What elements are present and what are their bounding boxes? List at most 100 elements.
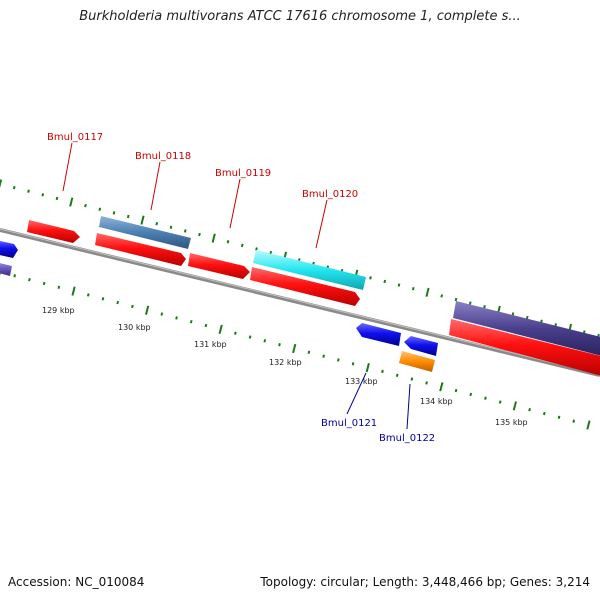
gene-label-leader: [150, 161, 161, 211]
minor-tick: [27, 189, 30, 193]
scale-label: 131 kbp: [194, 340, 227, 349]
major-tick: [292, 343, 297, 354]
minor-tick: [55, 196, 59, 201]
minor-tick: [454, 297, 458, 302]
major-tick: [0, 179, 3, 189]
gene-bar-partial-left-slate[interactable]: [0, 262, 12, 276]
gene-label-bmul-0117[interactable]: Bmul_0117: [47, 132, 103, 143]
gene-label-leader: [62, 142, 73, 192]
minor-tick: [263, 339, 267, 343]
minor-tick: [528, 407, 531, 412]
minor-tick: [255, 247, 258, 251]
minor-tick: [204, 323, 208, 328]
genome-summary: Topology: circular; Length: 3,448,466 bp…: [260, 575, 590, 589]
minor-tick: [498, 400, 502, 404]
gene-label-leader: [346, 372, 367, 415]
major-tick: [140, 215, 145, 225]
gene-arrow-bmul-0119[interactable]: [188, 253, 250, 279]
minor-tick: [269, 250, 273, 255]
accession-label: Accession: NC_010084: [8, 575, 145, 589]
minor-tick: [12, 185, 16, 190]
gene-arrow-right-red[interactable]: [449, 319, 600, 376]
gene-arrow-bmul-0120[interactable]: [250, 267, 360, 306]
scale-label: 133 kbp: [345, 377, 378, 386]
minor-tick: [383, 279, 387, 284]
minor-tick: [234, 331, 237, 335]
minor-tick: [278, 342, 281, 347]
major-tick: [218, 324, 223, 334]
scale-label: 129 kbp: [42, 306, 75, 315]
gene-label-bmul-0122[interactable]: Bmul_0122: [379, 433, 435, 444]
minor-tick: [98, 207, 102, 211]
minor-tick: [183, 229, 187, 233]
gene-bar-right-purple[interactable]: [453, 301, 600, 356]
minor-tick: [101, 297, 105, 301]
minor-tick: [42, 281, 46, 286]
scale-label: 132 kbp: [269, 358, 302, 367]
gene-bar-bmul-0120-cds[interactable]: [253, 250, 366, 290]
gene-label-bmul-0120[interactable]: Bmul_0120: [302, 189, 358, 200]
minor-tick: [469, 392, 473, 397]
minor-tick: [511, 312, 515, 316]
map-title: Burkholderia multivorans ATCC 17616 chro…: [79, 9, 521, 24]
minor-tick: [540, 319, 543, 323]
chromosome-backbone-highlight: [0, 228, 600, 375]
minor-tick: [41, 193, 45, 197]
bottom-tick-track: [0, 267, 591, 430]
minor-tick: [397, 283, 401, 287]
minor-tick: [248, 335, 252, 339]
minor-tick: [337, 358, 340, 362]
major-tick: [145, 305, 150, 315]
minor-tick: [425, 381, 428, 385]
minor-tick: [572, 419, 576, 423]
minor-tick: [84, 203, 87, 208]
minor-tick: [410, 377, 414, 381]
minor-tick: [13, 274, 17, 278]
gene-arrow-bmul-0117[interactable]: [27, 220, 80, 243]
gene-label-bmul-0121[interactable]: Bmul_0121: [321, 418, 377, 429]
major-tick: [425, 287, 430, 297]
gene-label-leader: [229, 178, 241, 229]
gene-label-bmul-0118[interactable]: Bmul_0118: [135, 151, 191, 162]
minor-tick: [226, 240, 230, 244]
minor-tick: [542, 411, 546, 416]
major-tick: [365, 363, 370, 373]
minor-tick: [351, 362, 355, 366]
gene-bar-bmul-0118-cds[interactable]: [99, 216, 191, 249]
minor-tick: [454, 388, 458, 393]
top-tick-track: [0, 179, 600, 338]
major-tick: [586, 420, 591, 430]
minor-tick: [28, 277, 31, 282]
minor-tick: [116, 300, 120, 305]
scale-label: 130 kbp: [118, 323, 151, 332]
minor-tick: [381, 369, 384, 374]
minor-tick: [484, 396, 487, 400]
minor-tick: [57, 285, 61, 290]
minor-tick: [112, 211, 116, 215]
minor-tick: [131, 304, 134, 309]
gene-arrow-bmul-0118[interactable]: [95, 233, 186, 266]
minor-tick: [175, 316, 178, 320]
minor-tick: [369, 276, 372, 280]
minor-tick: [86, 293, 90, 297]
minor-tick: [395, 373, 399, 377]
gene-arrow-bmul-0122[interactable]: [404, 336, 438, 356]
minor-tick: [160, 312, 164, 316]
major-tick: [71, 286, 76, 296]
gene-label-leader: [406, 383, 411, 430]
minor-tick: [525, 315, 529, 320]
scale-label: 135 kbp: [495, 418, 528, 427]
minor-tick: [189, 320, 193, 324]
minor-tick: [557, 415, 561, 420]
gene-label-leader: [315, 199, 328, 249]
major-tick: [439, 382, 444, 392]
major-tick: [211, 233, 216, 243]
major-tick: [69, 197, 74, 207]
gene-arrow-bmul-0121[interactable]: [356, 323, 401, 346]
minor-tick: [322, 354, 325, 358]
gene-arrow-partial-left-blue[interactable]: [0, 240, 18, 258]
minor-tick: [468, 301, 472, 305]
gene-bar-bmul-0122-cds[interactable]: [399, 351, 435, 372]
gene-label-bmul-0119[interactable]: Bmul_0119: [215, 168, 271, 179]
